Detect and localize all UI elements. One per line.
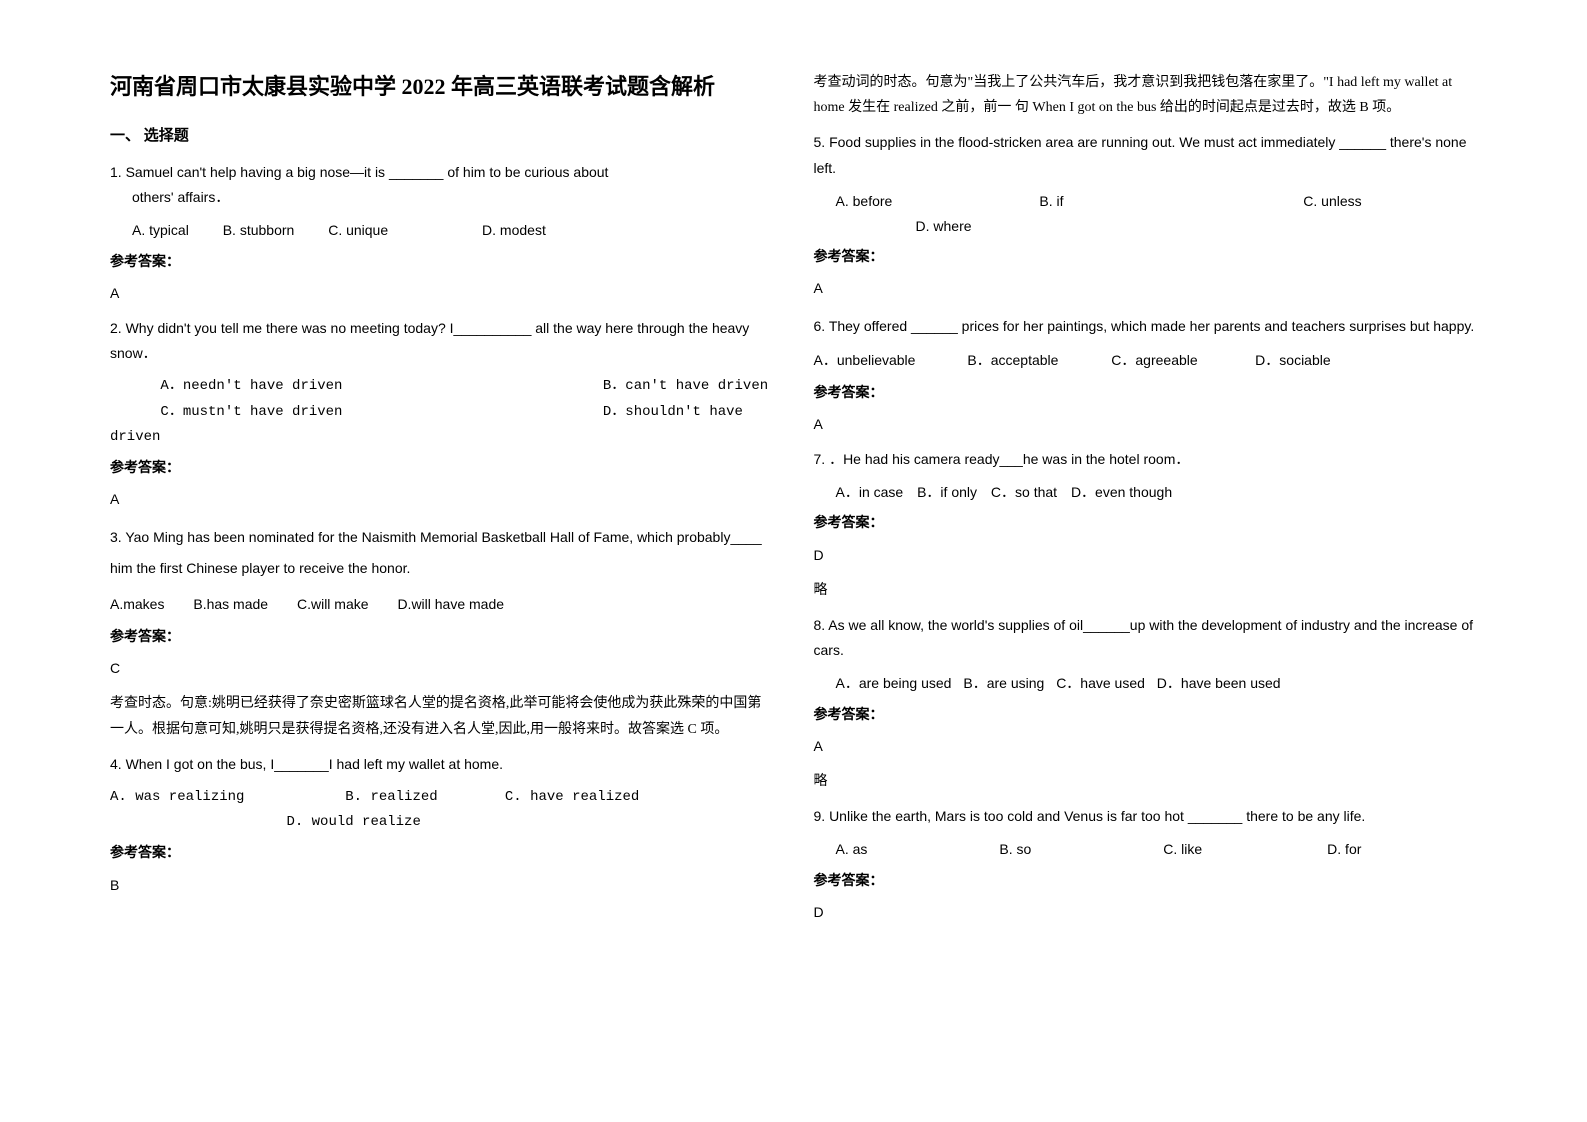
q5-answer: A bbox=[814, 276, 1478, 301]
q4-opt-d: D. would realize bbox=[286, 814, 420, 830]
q9-opt-d: D. for bbox=[1327, 837, 1361, 862]
q9-opt-b: B. so bbox=[999, 837, 1129, 862]
question-9: 9. Unlike the earth, Mars is too cold an… bbox=[814, 804, 1478, 829]
q3-options: A.makes B.has made C.will make D.will ha… bbox=[110, 592, 774, 617]
q8-opt-c: C．have used bbox=[1056, 671, 1145, 696]
q9-opt-a: A. as bbox=[836, 837, 966, 862]
q7-opt-d: D．even though bbox=[1071, 480, 1172, 505]
right-column: 考查动词的时态。句意为"当我上了公共汽车后，我才意识到我把钱包落在家里了。"I … bbox=[794, 70, 1498, 1052]
question-4: 4. When I got on the bus, I_______I had … bbox=[110, 752, 774, 777]
q8-options: A．are being used B．are using C．have used… bbox=[814, 671, 1478, 696]
q5-opt-c: C. unless bbox=[1303, 189, 1361, 214]
q7-answer: D bbox=[814, 543, 1478, 568]
q4-answer: B bbox=[110, 873, 774, 898]
q1-opt-a: A. typical bbox=[132, 218, 189, 243]
q7-opt-b: B．if only bbox=[917, 480, 977, 505]
q8-extra: 略 bbox=[814, 769, 1478, 794]
q9-answer-label: 参考答案： bbox=[814, 869, 1478, 894]
q6-answer: A bbox=[814, 412, 1478, 437]
q7-options: A．in case B．if only C．so that D．even tho… bbox=[814, 480, 1478, 505]
q4-answer-label: 参考答案： bbox=[110, 841, 774, 866]
question-1: 1. Samuel can't help having a big nose—i… bbox=[110, 160, 774, 210]
question-8: 8. As we all know, the world's supplies … bbox=[814, 613, 1478, 663]
q8-opt-b: B．are using bbox=[963, 671, 1044, 696]
q5-opt-a: A. before bbox=[836, 189, 1006, 214]
q3-opt-a: A.makes bbox=[110, 596, 164, 612]
q3-opt-c: C.will make bbox=[297, 596, 369, 612]
q6-opt-a: A．unbelievable bbox=[814, 348, 964, 373]
q7-extra: 略 bbox=[814, 578, 1478, 603]
q1-opt-c: C. unique bbox=[328, 218, 388, 243]
q8-opt-a: A．are being used bbox=[836, 671, 952, 696]
q6-opt-c: C．agreeable bbox=[1111, 348, 1251, 373]
q1-answer: A bbox=[110, 281, 774, 306]
q2-answer-label: 参考答案： bbox=[110, 456, 774, 481]
question-5: 5. Food supplies in the flood-stricken a… bbox=[814, 130, 1478, 180]
q4-options-row2: D. would realize bbox=[110, 810, 774, 835]
q4-options-row1: A. was realizing B. realized C. have rea… bbox=[110, 785, 774, 810]
q7-opt-a: A．in case bbox=[836, 480, 904, 505]
q5-options: A. before B. if C. unless D. where bbox=[814, 189, 1478, 239]
q7-opt-c: C．so that bbox=[991, 480, 1057, 505]
q3-opt-d: D.will have made bbox=[397, 596, 504, 612]
q4-opt-c: C. have realized bbox=[505, 789, 639, 805]
q2-opt-c: C．mustn't have driven bbox=[160, 404, 342, 420]
q8-answer: A bbox=[814, 734, 1478, 759]
q4-opt-b: B. realized bbox=[345, 789, 437, 805]
q2-opt-b: B．can't have driven bbox=[603, 378, 768, 394]
q5-opt-b: B. if bbox=[1039, 189, 1269, 214]
q9-options: A. as B. so C. like D. for bbox=[814, 837, 1478, 862]
q1-opt-d: D. modest bbox=[482, 218, 546, 243]
question-7: 7. ．He had his camera ready___he was in … bbox=[814, 447, 1478, 472]
q9-answer: D bbox=[814, 900, 1478, 925]
q6-options: A．unbelievable B．acceptable C．agreeable … bbox=[814, 348, 1478, 373]
q3-explanation: 考查时态。句意:姚明已经获得了奈史密斯篮球名人堂的提名资格,此举可能将会使他成为… bbox=[110, 691, 774, 741]
q2-opt-a: A．needn't have driven bbox=[160, 378, 342, 394]
q5-opt-d: D. where bbox=[916, 214, 972, 239]
q1-opt-b: B. stubborn bbox=[223, 218, 295, 243]
q3-answer: C bbox=[110, 656, 774, 681]
q1-options: A. typical B. stubborn C. unique D. mode… bbox=[110, 218, 774, 243]
q7-answer-label: 参考答案： bbox=[814, 511, 1478, 536]
q6-answer-label: 参考答案： bbox=[814, 381, 1478, 406]
q3-opt-b: B.has made bbox=[193, 596, 268, 612]
q1-text-line2: others' affairs． bbox=[110, 185, 774, 210]
question-3: 3. Yao Ming has been nominated for the N… bbox=[110, 522, 774, 584]
q1-text: 1. Samuel can't help having a big nose—i… bbox=[110, 164, 608, 180]
left-column: 河南省周口市太康县实验中学 2022 年高三英语联考试题含解析 一、 选择题 1… bbox=[90, 70, 794, 1052]
q8-opt-d: D．have been used bbox=[1157, 671, 1281, 696]
q8-answer-label: 参考答案： bbox=[814, 703, 1478, 728]
q9-opt-c: C. like bbox=[1163, 837, 1293, 862]
q4-explanation: 考查动词的时态。句意为"当我上了公共汽车后，我才意识到我把钱包落在家里了。"I … bbox=[814, 70, 1478, 120]
q2-options-row1: A．needn't have driven B．can't have drive… bbox=[110, 374, 774, 399]
q5-answer-label: 参考答案： bbox=[814, 245, 1478, 270]
q1-answer-label: 参考答案： bbox=[110, 250, 774, 275]
q2-answer: A bbox=[110, 487, 774, 512]
question-6: 6. They offered ______ prices for her pa… bbox=[814, 312, 1478, 340]
q3-answer-label: 参考答案： bbox=[110, 625, 774, 650]
q6-opt-d: D．sociable bbox=[1255, 352, 1330, 368]
question-2: 2. Why didn't you tell me there was no m… bbox=[110, 316, 774, 366]
q6-opt-b: B．acceptable bbox=[967, 348, 1107, 373]
section-heading: 一、 选择题 bbox=[110, 123, 774, 150]
q4-opt-a: A. was realizing bbox=[110, 789, 244, 805]
document-title: 河南省周口市太康县实验中学 2022 年高三英语联考试题含解析 bbox=[110, 70, 774, 103]
q2-options-row2: C．mustn't have driven D．shouldn't have d… bbox=[110, 400, 774, 450]
